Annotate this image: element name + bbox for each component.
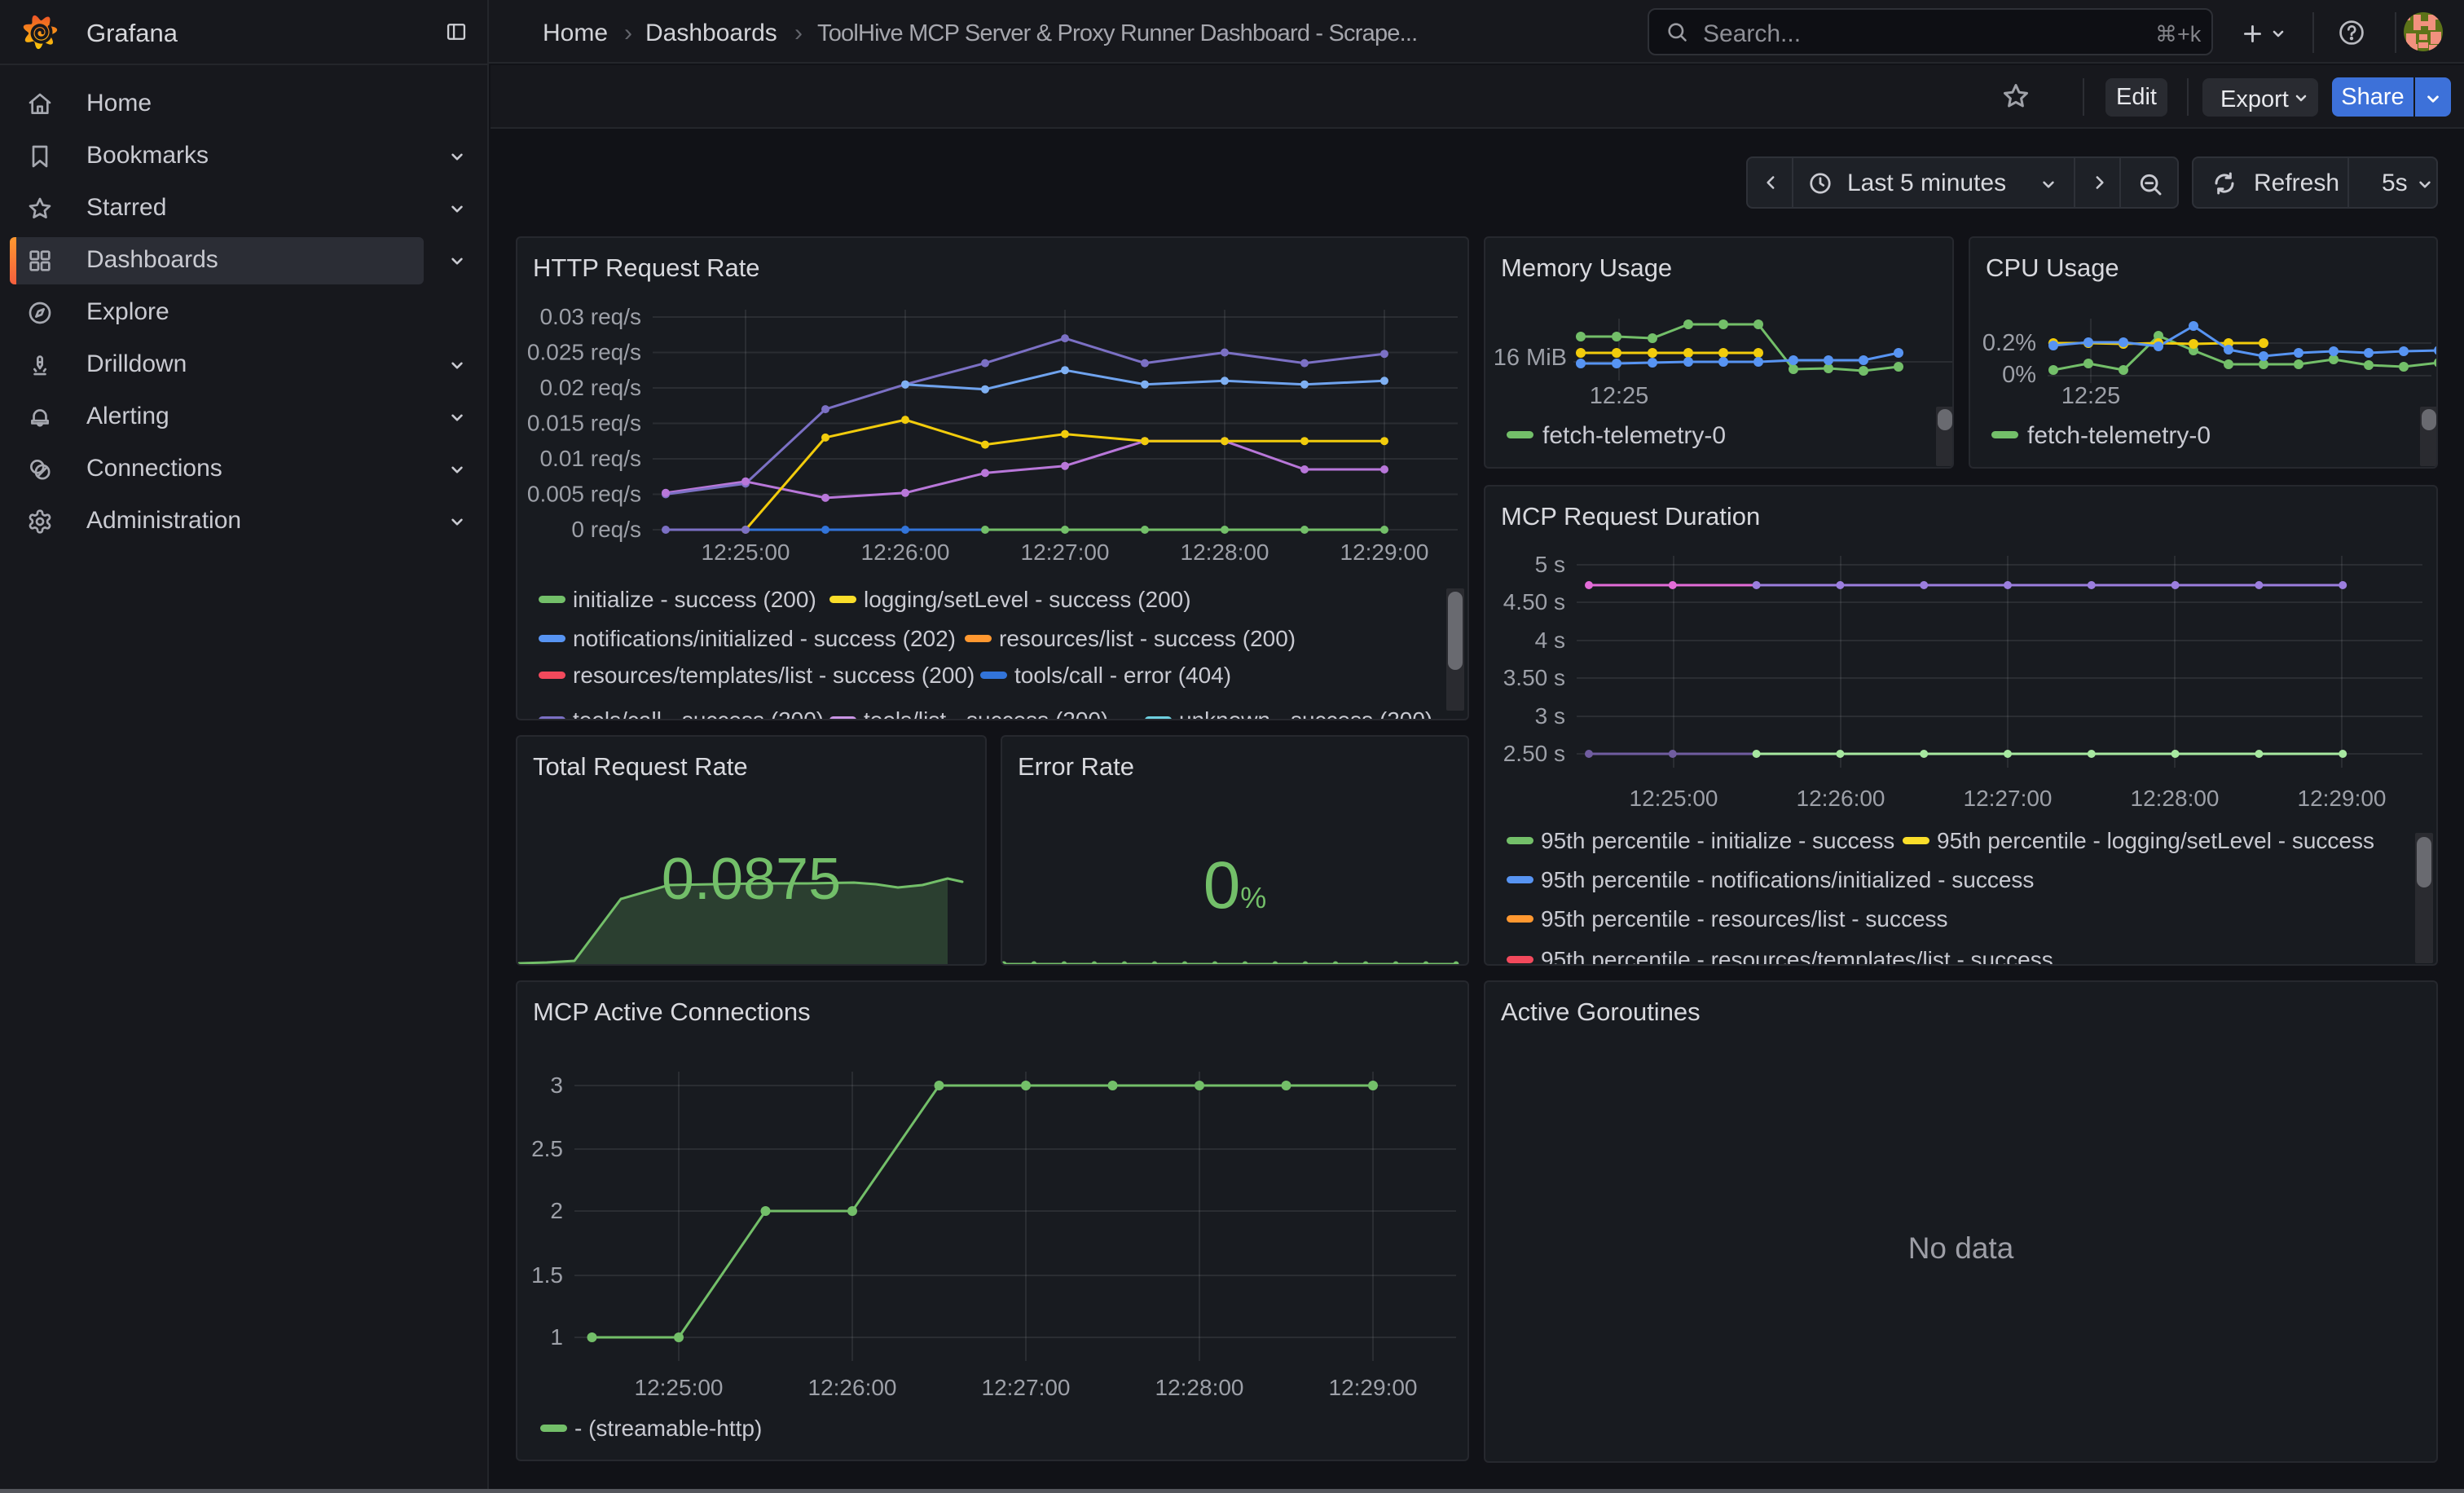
svg-text:12:26:00: 12:26:00 xyxy=(861,540,950,565)
svg-text:0.02 req/s: 0.02 req/s xyxy=(539,375,641,400)
svg-text:12:25: 12:25 xyxy=(2061,383,2121,409)
svg-text:12:28:00: 12:28:00 xyxy=(1181,540,1269,565)
svg-text:12:28:00: 12:28:00 xyxy=(1155,1375,1244,1400)
svg-text:12:26:00: 12:26:00 xyxy=(1797,786,1885,811)
svg-text:3.50 s: 3.50 s xyxy=(1503,665,1565,690)
svg-text:16 MiB: 16 MiB xyxy=(1494,345,1567,371)
svg-text:12:26:00: 12:26:00 xyxy=(808,1375,897,1400)
svg-text:0.025 req/s: 0.025 req/s xyxy=(527,340,641,365)
svg-text:4.50 s: 4.50 s xyxy=(1503,589,1565,614)
svg-text:12:28:00: 12:28:00 xyxy=(2131,786,2220,811)
svg-text:3: 3 xyxy=(550,1072,563,1098)
svg-text:5 s: 5 s xyxy=(1535,552,1565,577)
svg-text:12:27:00: 12:27:00 xyxy=(1964,786,2053,811)
svg-text:0.2%: 0.2% xyxy=(1982,330,2036,356)
svg-text:12:25: 12:25 xyxy=(1590,383,1649,409)
svg-text:3 s: 3 s xyxy=(1535,703,1565,729)
svg-text:2.50 s: 2.50 s xyxy=(1503,741,1565,766)
svg-text:12:29:00: 12:29:00 xyxy=(1340,540,1429,565)
svg-text:1.5: 1.5 xyxy=(531,1262,563,1288)
svg-text:12:29:00: 12:29:00 xyxy=(2298,786,2387,811)
svg-text:0 req/s: 0 req/s xyxy=(571,517,641,542)
svg-text:12:25:00: 12:25:00 xyxy=(635,1375,724,1400)
svg-text:1: 1 xyxy=(550,1324,563,1350)
svg-text:0.01 req/s: 0.01 req/s xyxy=(539,446,641,471)
svg-text:12:29:00: 12:29:00 xyxy=(1329,1375,1418,1400)
svg-text:0.03 req/s: 0.03 req/s xyxy=(539,304,641,329)
svg-text:4 s: 4 s xyxy=(1535,628,1565,653)
svg-text:12:25:00: 12:25:00 xyxy=(1630,786,1718,811)
svg-text:12:27:00: 12:27:00 xyxy=(1021,540,1110,565)
svg-text:12:27:00: 12:27:00 xyxy=(982,1375,1071,1400)
svg-text:0%: 0% xyxy=(2002,362,2036,388)
svg-text:0.015 req/s: 0.015 req/s xyxy=(527,411,641,436)
svg-text:12:25:00: 12:25:00 xyxy=(702,540,790,565)
svg-text:2: 2 xyxy=(550,1198,563,1223)
svg-text:0.005 req/s: 0.005 req/s xyxy=(527,482,641,507)
svg-text:2.5: 2.5 xyxy=(531,1136,563,1161)
